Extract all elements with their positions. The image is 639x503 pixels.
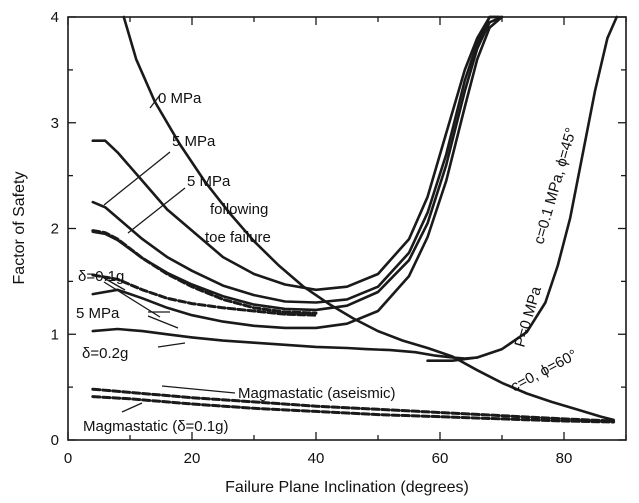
curve-7	[91, 327, 479, 360]
x-tick-label: 20	[184, 450, 201, 467]
label-c01-phi45: c=0.1 MPa, ϕ=45°	[531, 126, 581, 246]
curve-9	[91, 387, 616, 423]
y-tick-label: 1	[51, 326, 59, 343]
leader-delta01-to-dashed	[103, 277, 126, 291]
leader-aseismic	[161, 385, 236, 394]
x-tick-label: 80	[556, 450, 573, 467]
curve-1	[91, 15, 501, 292]
label-following: following	[210, 201, 268, 218]
leader-lines	[103, 94, 236, 413]
x-tick-label: 60	[432, 450, 449, 467]
label-c0-phi60: c=0, ϕ=60°	[508, 346, 580, 395]
y-axis-title: Factor of Safety	[11, 172, 28, 285]
label-0-mpa: 0 MPa	[158, 90, 202, 107]
curve-2	[91, 15, 503, 304]
leader-seismic	[121, 402, 143, 413]
x-tick-label: 40	[308, 450, 325, 467]
tick-labels: 0 20 40 60 80 0 1 2 3 4	[51, 9, 573, 467]
curves	[91, 15, 618, 424]
leader-5mpa-following	[127, 187, 186, 234]
x-axis-title: Failure Plane Inclination (degrees)	[225, 479, 469, 496]
y-tick-label: 0	[51, 432, 59, 449]
plot-frame	[67, 16, 627, 441]
curve-0	[122, 15, 615, 422]
y-tick-label: 3	[51, 115, 59, 132]
curve-8	[426, 15, 618, 362]
label-magmastatic-aseismic: Magmastatic (aseismic)	[238, 385, 396, 402]
label-delta-0-2g: δ=0.2g	[82, 345, 128, 362]
leader-5mpa-mid-b	[147, 315, 179, 329]
label-delta-0-1g: δ=0.1g	[78, 268, 124, 285]
curve-4	[91, 15, 504, 312]
x-tick-label: 0	[64, 450, 72, 467]
leader-delta02	[157, 342, 186, 348]
curve-10	[91, 395, 616, 424]
y-tick-label: 2	[51, 221, 59, 238]
curve-5	[91, 273, 318, 317]
y-tick-label: 4	[51, 9, 59, 26]
label-5-mpa-top: 5 MPa	[172, 133, 216, 150]
curve-6	[91, 15, 504, 330]
label-toe-failure: toe failure	[205, 229, 271, 246]
leader-0mpa	[149, 94, 161, 109]
leader-delta01-to-solid	[103, 281, 161, 318]
label-5-mpa-mid: 5 MPa	[76, 305, 120, 322]
label-5-mpa-following: 5 MPa	[187, 173, 231, 190]
label-magmastatic-seismic: Magmastatic (δ=0.1g)	[83, 418, 229, 435]
leader-5mpa-top	[103, 151, 171, 206]
label-p0-mpa: P=0 MPa	[512, 284, 546, 349]
